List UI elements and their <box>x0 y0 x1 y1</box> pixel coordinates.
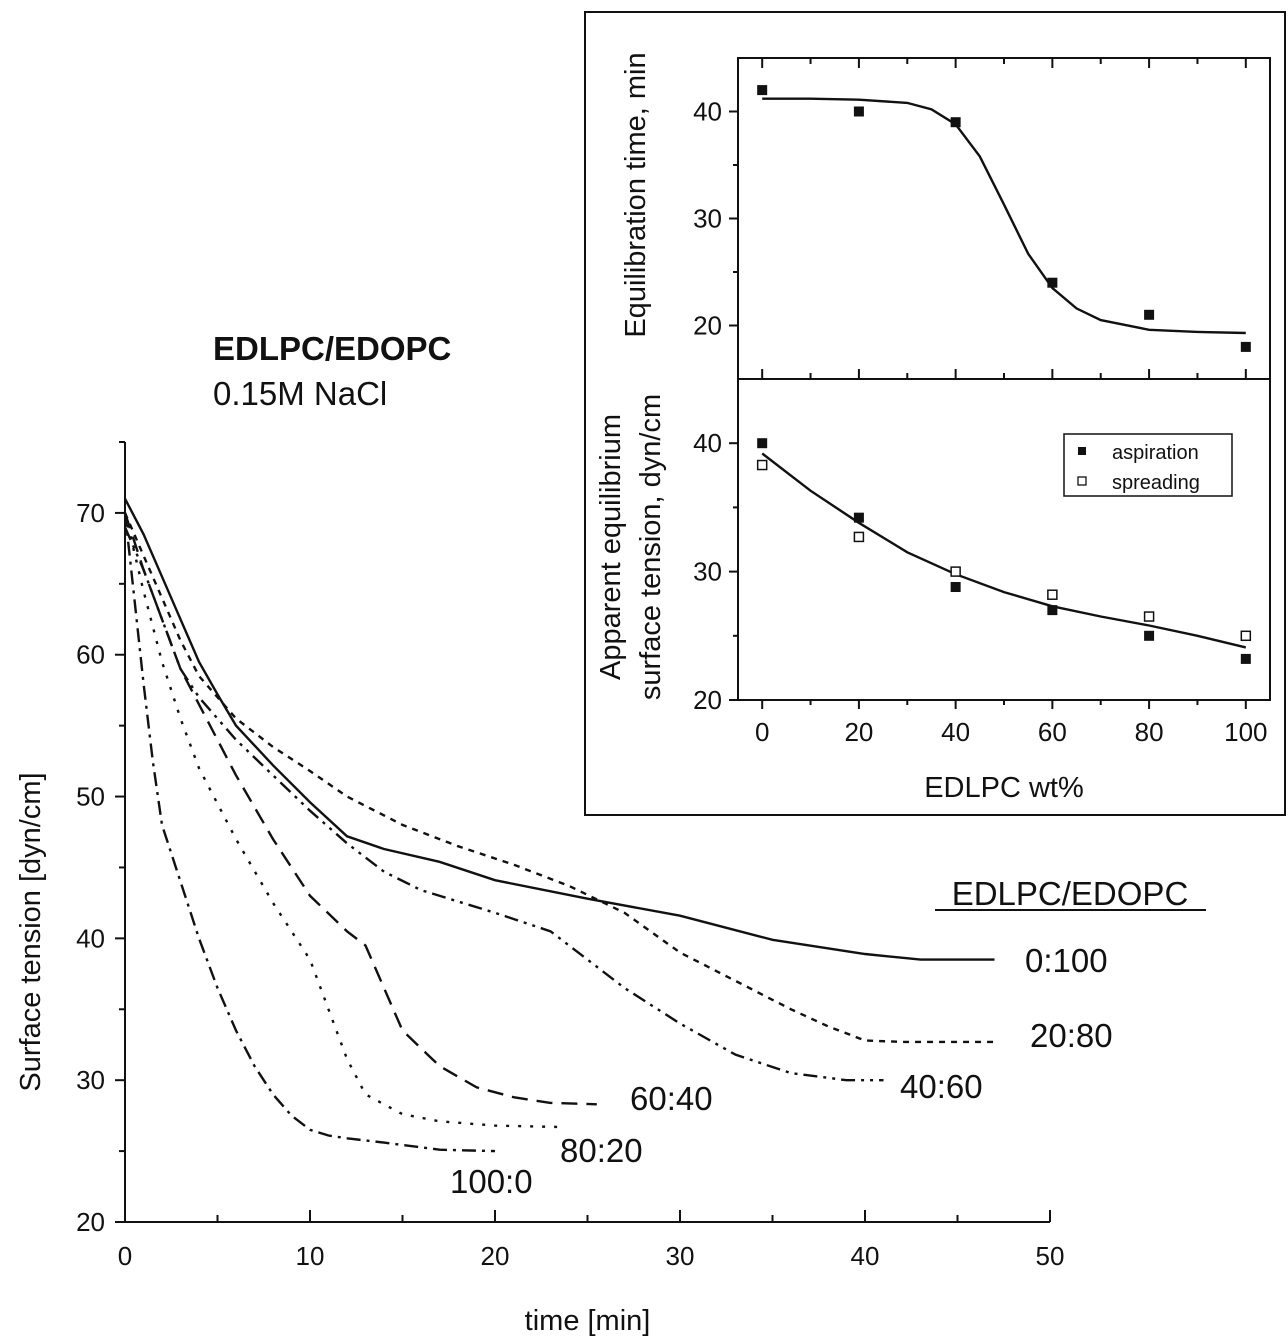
top-y-tick-label: 20 <box>693 311 722 341</box>
top-data-point <box>757 85 768 96</box>
bottom-x-tick-label: 60 <box>1038 717 1067 747</box>
legend-spreading-marker <box>1077 476 1087 486</box>
bottom-x-axis-label: EDLPC wt% <box>924 772 1084 804</box>
bottom-y-tick-label: 40 <box>693 428 722 458</box>
aspiration-point <box>1240 653 1251 664</box>
legend-aspiration-label: aspiration <box>1112 442 1199 464</box>
series-label: 100:0 <box>450 1163 533 1200</box>
top-data-point <box>1047 277 1058 288</box>
series-line <box>123 512 560 1129</box>
chart-subtitle: 0.15M NaCl <box>213 375 387 412</box>
spreading-point <box>756 459 768 471</box>
top-data-point <box>853 106 864 117</box>
bottom-y-axis-label-line2: surface tension, dyn/cm <box>635 394 667 700</box>
aspiration-point <box>950 582 961 593</box>
aspiration-point <box>1047 605 1058 616</box>
x-axis-label: time [min] <box>525 1305 651 1337</box>
y-tick-label: 30 <box>76 1065 105 1095</box>
bottom-x-tick-label: 20 <box>844 717 873 747</box>
x-tick-label: 20 <box>481 1241 510 1271</box>
bottom-y-tick-label: 30 <box>693 557 722 587</box>
series-label: 0:100 <box>1025 942 1108 979</box>
series-label: 60:40 <box>630 1080 713 1117</box>
series-line <box>123 512 995 1044</box>
x-tick-label: 40 <box>851 1241 880 1271</box>
spreading-point <box>853 531 865 543</box>
y-tick-label: 20 <box>76 1207 105 1237</box>
y-tick-label: 50 <box>76 782 105 812</box>
top-y-tick-label: 30 <box>693 204 722 234</box>
legend-box <box>1063 433 1233 497</box>
spreading-point <box>1047 589 1058 600</box>
legend-title: EDLPC/EDOPC <box>952 875 1189 912</box>
spreading-point <box>1240 630 1252 642</box>
bottom-fit-curve <box>761 452 1247 649</box>
x-tick-label: 30 <box>666 1241 695 1271</box>
series-label: 80:20 <box>560 1132 643 1169</box>
aspiration-point <box>757 438 768 449</box>
legend-spreading-label: spreading <box>1112 472 1200 494</box>
aspiration-point <box>1144 630 1155 641</box>
y-axis-label: Surface tension [dyn/cm] <box>15 772 47 1091</box>
series-line <box>123 512 496 1153</box>
top-data-point <box>1240 341 1251 352</box>
x-tick-label: 50 <box>1036 1241 1065 1271</box>
bottom-y-axis-label-line1: Apparent equilibrium <box>595 414 627 680</box>
y-tick-label: 40 <box>76 923 105 953</box>
series-label: 40:60 <box>900 1068 983 1105</box>
x-tick-label: 10 <box>296 1241 325 1271</box>
top-fit-curve <box>762 97 1246 335</box>
bottom-y-tick-label: 20 <box>693 685 722 715</box>
aspiration-point <box>853 512 864 523</box>
spreading-point <box>1143 611 1155 622</box>
top-y-tick-label: 40 <box>693 97 722 127</box>
series-line <box>123 498 995 961</box>
bottom-x-tick-label: 40 <box>941 717 970 747</box>
y-tick-label: 60 <box>76 640 105 670</box>
y-tick-label: 70 <box>76 498 105 528</box>
series-line <box>123 512 597 1106</box>
bottom-x-tick-label: 100 <box>1224 717 1267 747</box>
spreading-point <box>950 566 961 577</box>
x-tick-label: 0 <box>118 1241 132 1271</box>
bottom-x-tick-label: 80 <box>1135 717 1164 747</box>
chart-title: EDLPC/EDOPC <box>213 330 451 367</box>
legend-aspiration-marker <box>1078 447 1086 455</box>
bottom-x-tick-label: 0 <box>755 717 769 747</box>
main-plot: 0 10 20 30 40 50 20 30 40 50 60 70 time [min] Surface… <box>15 330 1206 1337</box>
inset-panel: 20 30 40 Equilibration time, min 20 30 40 0 20 40… <box>584 11 1286 816</box>
top-data-point <box>1144 309 1155 320</box>
series-label: 20:80 <box>1030 1017 1113 1054</box>
inset-frame <box>584 11 1286 816</box>
top-data-point <box>950 117 961 128</box>
top-y-axis-label: Equilibration time, min <box>620 52 652 337</box>
